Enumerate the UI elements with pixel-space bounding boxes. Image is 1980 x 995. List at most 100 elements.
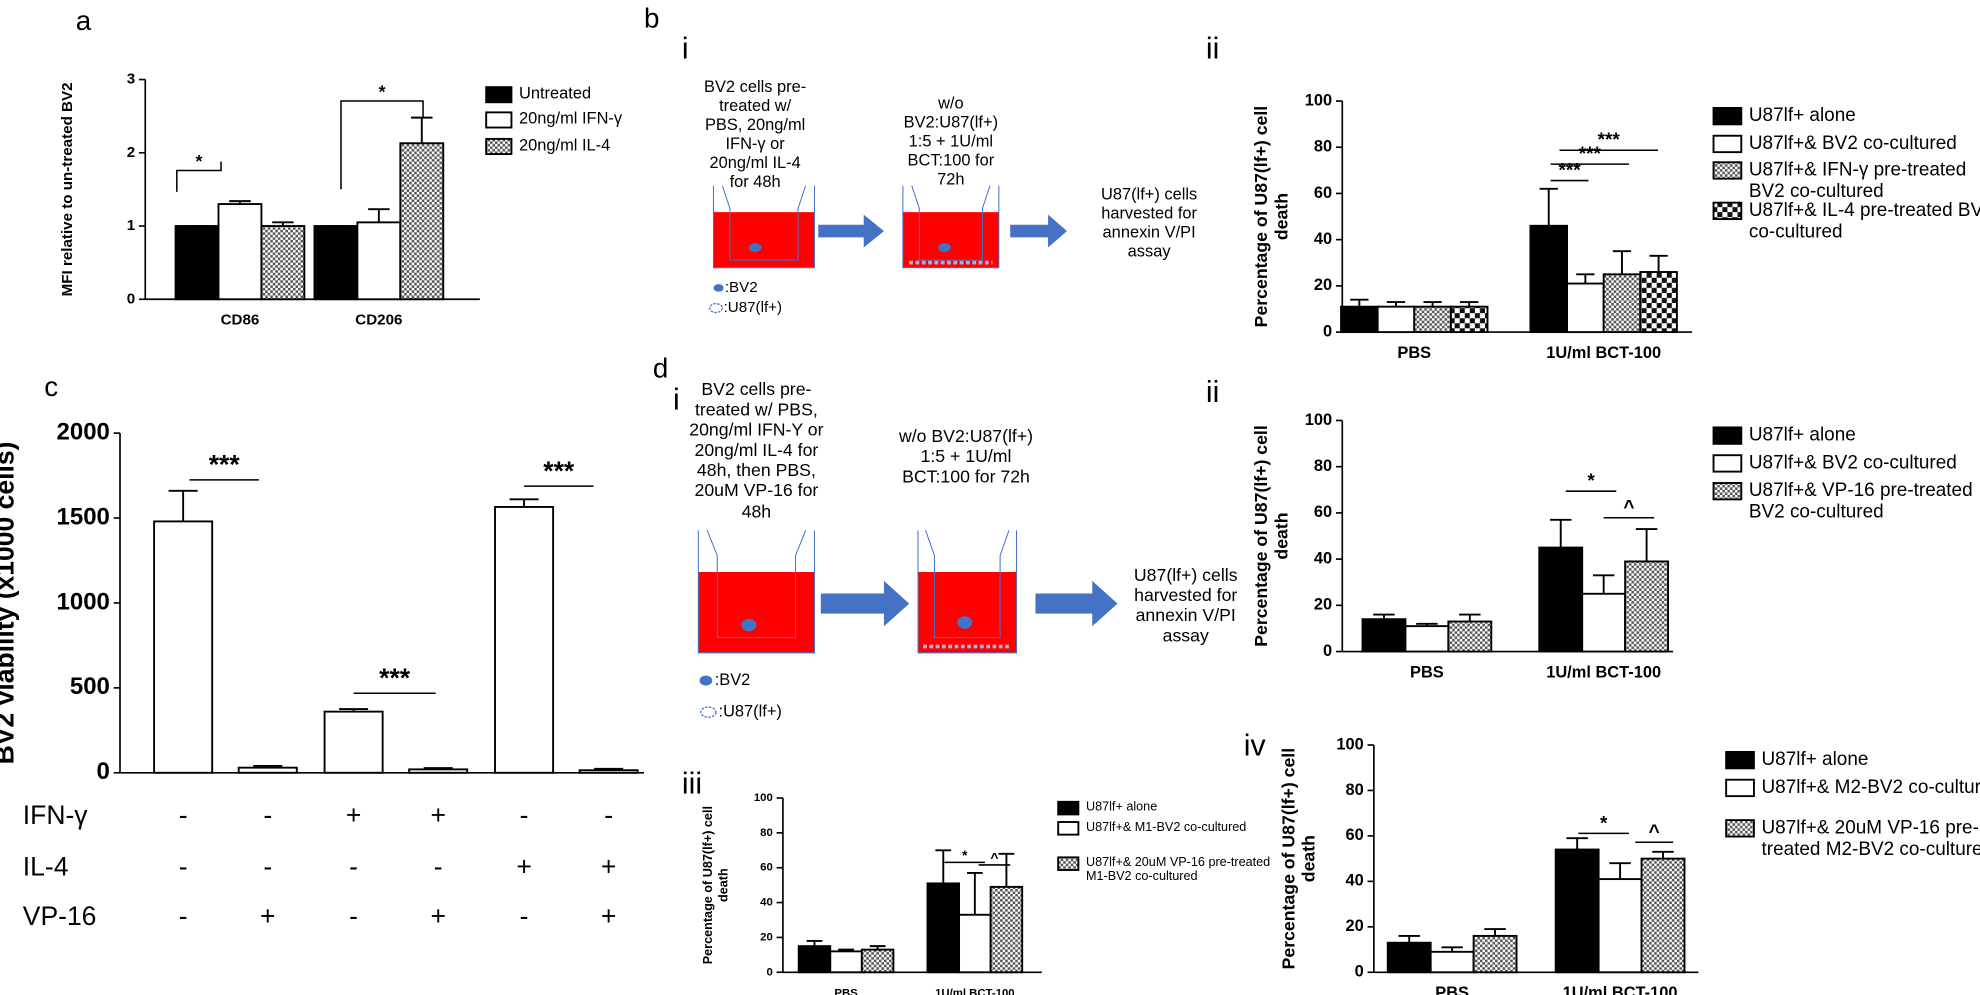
bar — [1449, 305, 1489, 334]
legend-label: U87lf+& M1-BV2 co-cultured — [1085, 820, 1247, 835]
diagram-text: w/o BV2:U87(lf+) 1:5 + 1U/ml BCT:100 for… — [903, 94, 999, 188]
legend-swatch — [1725, 819, 1755, 838]
insert — [697, 530, 815, 654]
bar — [260, 225, 306, 301]
significance-label: ^ — [1623, 498, 1634, 519]
y-tick-label: 60 — [1314, 503, 1332, 521]
bar — [153, 520, 214, 774]
y-tick-label: 80 — [1314, 138, 1332, 156]
row-value: - — [604, 800, 613, 830]
row-label: IL-4 — [23, 852, 69, 882]
legend-label-box: U87lf+& BV2 co-cultured — [1748, 132, 1957, 154]
significance-label: * — [379, 81, 386, 101]
error-bar — [1386, 301, 1406, 307]
legend-label-box: U87lf+ alone — [1749, 424, 1856, 445]
bar — [313, 225, 359, 301]
x-tick-label: CD86 — [221, 312, 260, 329]
y-tick-label: 40 — [1314, 549, 1332, 567]
error-bar — [1539, 187, 1558, 226]
y-tick-label: 1500 — [57, 503, 110, 530]
error-bar — [1592, 574, 1615, 594]
legend-label-box: U87lf+& VP-16 pre-treated BV2 co-culture… — [1749, 479, 1973, 522]
y-axis-label-box: Percentage of U87(lf+) cell death — [1278, 748, 1319, 970]
row-value: - — [179, 901, 188, 931]
panel-label: iv — [1244, 730, 1267, 763]
legend-label: U87lf+& BV2 co-cultured — [1748, 132, 1957, 154]
bar — [1340, 305, 1379, 334]
bar — [578, 769, 639, 774]
row-value: + — [430, 901, 445, 931]
y-tick-label: 100 — [754, 792, 773, 804]
error-bar — [339, 708, 369, 712]
diagram-b — [709, 185, 1068, 314]
y-tick-label: 60 — [760, 862, 773, 874]
y-tick-label: 80 — [1314, 457, 1332, 475]
bar — [1597, 878, 1643, 974]
y-tick-label: 1000 — [57, 588, 110, 615]
legend-label-box: U87lf+ alone — [1761, 748, 1869, 770]
y-tick-label: 0 — [97, 758, 110, 785]
error-bar — [1484, 928, 1506, 936]
row-value: + — [516, 852, 531, 882]
diagram-text: BV2 cells pre-treated w/ PBS, 20ng/ml IF… — [704, 78, 807, 191]
arrow — [1010, 214, 1068, 248]
cell — [748, 243, 762, 252]
error-bar — [411, 116, 433, 144]
bar — [1429, 950, 1475, 974]
legend-label: U87lf+ alone — [1761, 748, 1869, 770]
cell — [741, 618, 757, 632]
error-bar — [806, 939, 823, 947]
significance-label: * — [1587, 471, 1595, 492]
row-label: IFN-γ — [23, 800, 89, 830]
significance-label: * — [962, 847, 968, 863]
row-label: VP-16 — [23, 901, 97, 931]
row-value: + — [430, 800, 445, 830]
row-value: - — [520, 800, 529, 830]
y-tick-label: 1 — [127, 217, 135, 234]
row-value: - — [179, 852, 188, 882]
significance-bracket — [340, 100, 424, 190]
insert — [712, 185, 815, 269]
legend-label-box: U87lf+& 20uM VP-16 pre-treated M2-BV2 co… — [1762, 817, 1980, 860]
diagram-d — [697, 530, 1118, 718]
panel-label: ii — [1206, 376, 1219, 409]
bar — [1529, 224, 1568, 334]
key-label: :U87(lf+) — [719, 702, 782, 720]
error-bar — [1416, 622, 1438, 627]
diagram-text-box: U87(lf+) cells harvested for annexin V/P… — [1134, 564, 1238, 645]
legend-label: U87lf+& IFN-γ pre-treated BV2 co-culture… — [1748, 158, 1967, 202]
diagram-text-box: BV2 cells pre-treated w/ PBS, 20ng/ml IF… — [689, 378, 824, 521]
error-bar — [1460, 301, 1479, 307]
x-tick-label: CD206 — [355, 312, 402, 329]
error-bar — [253, 765, 283, 768]
panel-label: i — [682, 33, 689, 66]
x-tick-label: PBS — [834, 988, 858, 995]
panel-label: ii — [1206, 33, 1219, 66]
bar — [1639, 271, 1678, 334]
legend-label: U87lf+& BV2 co-cultured — [1748, 451, 1957, 474]
legend-swatch — [1712, 201, 1743, 221]
legend-label: U87lf+& IL-4 pre-treated BV2 co-cultured — [1748, 199, 1980, 243]
legend-swatch — [485, 111, 513, 129]
legend-label-box: U87lf+ alone — [1086, 800, 1157, 814]
legend-label-box: 20ng/ml IFN-γ — [519, 110, 622, 128]
x-tick-label: PBS — [1397, 344, 1431, 362]
bar — [860, 948, 895, 974]
error-bar — [869, 945, 886, 950]
bar — [1472, 934, 1518, 974]
x-tick-label: 1U/ml BCT-100 — [1546, 344, 1661, 362]
legend-swatch — [1712, 482, 1743, 501]
legend-label-box: 20ng/ml IL-4 — [519, 136, 610, 154]
legend-label: U87lf+ alone — [1748, 104, 1856, 126]
diagram-text: BV2 cells pre-treated w/ PBS, 20ng/ml IF… — [689, 378, 824, 521]
legend-label: Untreated — [519, 84, 592, 103]
y-axis-label: MFI relative to un-treated BV2 — [59, 82, 76, 297]
error-bar — [368, 208, 390, 223]
bar — [1566, 282, 1605, 334]
y-axis-label-box: BV2 viability (x1000 cells) — [0, 442, 19, 765]
key-icon — [700, 706, 717, 718]
row-value: - — [434, 852, 443, 882]
legend-swatch — [1725, 750, 1755, 770]
legend-label-box: U87lf+& BV2 co-cultured — [1748, 451, 1957, 474]
legend-label-box: U87lf+& IL-4 pre-treated BV2 co-cultured — [1748, 199, 1980, 243]
